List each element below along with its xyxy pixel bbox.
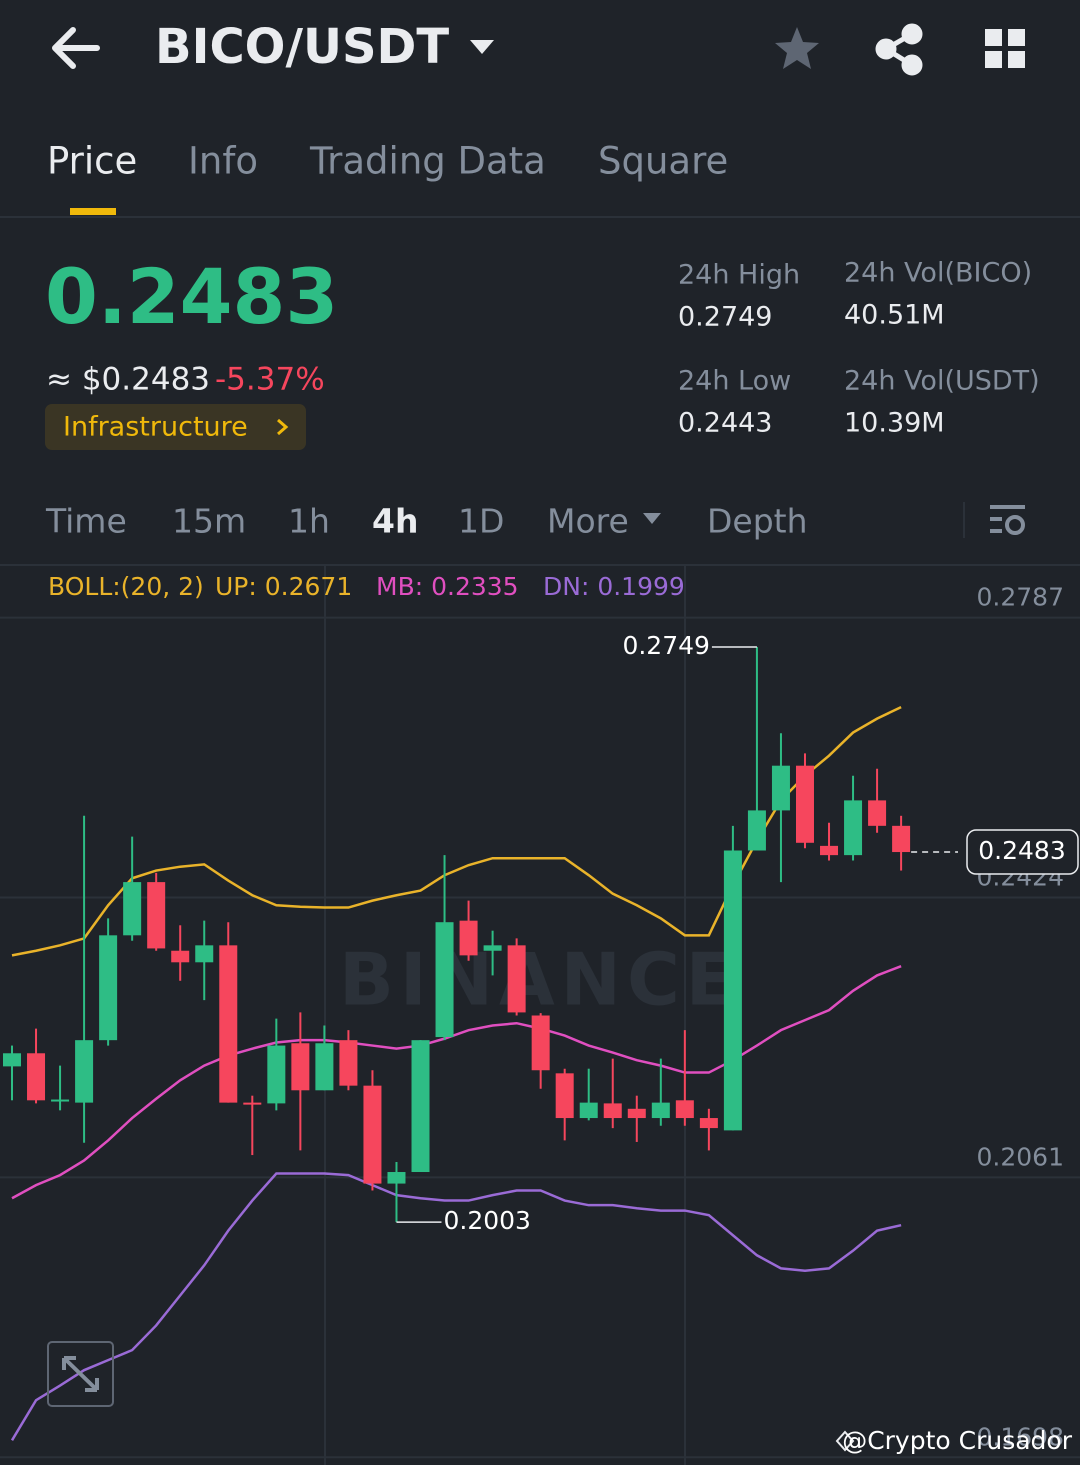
tab[interactable]: Price bbox=[47, 140, 137, 183]
interval[interactable]: 4h bbox=[372, 502, 418, 541]
candle-body bbox=[219, 945, 238, 1103]
separator bbox=[963, 502, 965, 538]
last-price-label: 0.2483 bbox=[978, 836, 1065, 865]
expand-button[interactable] bbox=[47, 1341, 114, 1407]
low-label: 0.2003 bbox=[443, 1206, 530, 1235]
interval[interactable]: More bbox=[547, 502, 629, 541]
candle-body bbox=[747, 810, 766, 851]
interval[interactable]: 1h bbox=[288, 502, 330, 541]
candle-body bbox=[627, 1108, 646, 1119]
candle-body bbox=[531, 1015, 550, 1071]
more-dropdown[interactable] bbox=[643, 513, 661, 524]
candle-body bbox=[795, 765, 814, 843]
candle-body bbox=[363, 1085, 382, 1184]
candle-body bbox=[291, 1043, 310, 1091]
candle-body bbox=[387, 1172, 406, 1184]
candle-body bbox=[820, 845, 839, 856]
y-tick-label: 0.2787 bbox=[977, 583, 1064, 612]
candle-body bbox=[603, 1103, 622, 1119]
interval[interactable]: Time bbox=[45, 502, 127, 541]
candle-body bbox=[555, 1073, 574, 1119]
stat-value: 0.2749 bbox=[678, 302, 772, 333]
candle-body bbox=[75, 1040, 94, 1103]
stat-label: 24h High bbox=[678, 260, 800, 291]
pair-title[interactable]: BICO/USDT bbox=[155, 19, 449, 75]
pair-dropdown[interactable] bbox=[470, 40, 494, 54]
bollinger-line bbox=[11, 964, 902, 1200]
watermark: BINANCE bbox=[339, 938, 741, 1022]
expand-icon bbox=[62, 1356, 99, 1392]
candle-body bbox=[723, 850, 742, 1131]
stat-label: 24h Low bbox=[678, 366, 791, 397]
legend-entry: UP: 0.2671 bbox=[215, 572, 352, 601]
candle-body bbox=[171, 950, 190, 963]
stat-label: 24h Vol(BICO) bbox=[844, 258, 1032, 289]
tab-indicator bbox=[70, 208, 116, 215]
candle-body bbox=[195, 945, 214, 963]
stat-value: 40.51M bbox=[844, 300, 945, 331]
tag-chevron bbox=[277, 418, 289, 436]
candle-body bbox=[675, 1100, 694, 1119]
bollinger-line bbox=[10, 1172, 902, 1441]
last-price: 0.2483 bbox=[45, 252, 338, 341]
interval[interactable]: 1D bbox=[458, 502, 504, 541]
price-change: -5.37% bbox=[215, 362, 325, 398]
candle-body bbox=[27, 1053, 46, 1101]
indicator-label: BOLL:(20, 2) bbox=[48, 572, 204, 601]
chart-settings-icon[interactable] bbox=[990, 505, 1025, 535]
interval[interactable]: 15m bbox=[172, 502, 246, 541]
candle-body bbox=[507, 945, 526, 1013]
candle-body bbox=[771, 765, 790, 811]
tag-label[interactable]: Infrastructure bbox=[63, 412, 248, 443]
divider bbox=[0, 216, 1080, 218]
high-label: 0.2749 bbox=[622, 631, 709, 660]
candle-body bbox=[579, 1102, 598, 1119]
candle-body bbox=[411, 1040, 430, 1173]
candle-body bbox=[483, 945, 502, 951]
legend-entry: DN: 0.1999 bbox=[543, 572, 685, 601]
candle-body bbox=[868, 800, 887, 826]
y-tick-label: 0.1698 bbox=[977, 1422, 1064, 1451]
stat-label: 24h Vol(USDT) bbox=[844, 366, 1040, 397]
last-price-box bbox=[966, 829, 1079, 875]
candle-body bbox=[99, 935, 118, 1041]
tab[interactable]: Info bbox=[188, 140, 258, 183]
candle-body bbox=[123, 882, 142, 936]
stat-value: 10.39M bbox=[844, 408, 945, 439]
tab[interactable]: Trading Data bbox=[309, 140, 546, 183]
usd-price: ≈ $0.2483 bbox=[46, 362, 210, 398]
interval[interactable]: Depth bbox=[707, 502, 808, 541]
candle-body bbox=[339, 1040, 358, 1086]
credit: @Crypto Crusador bbox=[842, 1426, 1073, 1455]
candle-body bbox=[651, 1102, 670, 1119]
stat-value: 0.2443 bbox=[678, 408, 772, 439]
share-icon[interactable] bbox=[875, 23, 923, 76]
tab[interactable]: Square bbox=[598, 140, 728, 183]
divider bbox=[0, 564, 1080, 566]
grid-icon[interactable] bbox=[985, 29, 1025, 68]
back-button[interactable] bbox=[52, 27, 100, 69]
candle-body bbox=[459, 920, 478, 956]
candle-body bbox=[435, 922, 454, 1038]
candle-body bbox=[51, 1099, 70, 1102]
candle-body bbox=[892, 825, 911, 853]
candle-body bbox=[844, 800, 863, 856]
tag-chip[interactable] bbox=[45, 404, 306, 450]
y-tick-label: 0.2061 bbox=[977, 1142, 1064, 1171]
candle-body bbox=[243, 1102, 262, 1105]
favorite-icon[interactable] bbox=[775, 27, 819, 69]
candle-body bbox=[315, 1043, 334, 1091]
candle-body bbox=[147, 882, 166, 949]
candle-body bbox=[699, 1118, 718, 1129]
legend-entry: MB: 0.2335 bbox=[376, 572, 519, 601]
candle-body bbox=[267, 1045, 286, 1104]
candle-body bbox=[3, 1053, 21, 1067]
credit-icon bbox=[835, 1430, 855, 1452]
